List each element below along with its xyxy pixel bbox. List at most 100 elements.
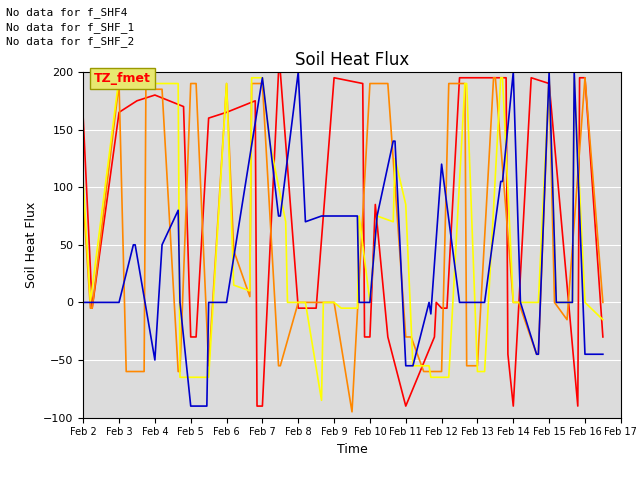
SHF2 (79, 196, 87, 202)
SHF5 (425, 300, 433, 305)
SHF2 (492, 75, 499, 81)
SHF1 (294, 305, 302, 311)
SHF3 (115, 75, 123, 81)
SHF1 (361, 334, 369, 340)
SHF1 (253, 403, 261, 409)
SHF2 (276, 363, 284, 369)
SHF5 (176, 300, 184, 305)
SHF3 (158, 81, 166, 86)
SHF5 (259, 75, 266, 81)
SHF1 (276, 69, 284, 75)
SHF1 (88, 305, 96, 311)
SHF2 (223, 81, 230, 86)
SHF5 (497, 179, 504, 184)
SHF2 (187, 81, 195, 86)
SHF5 (353, 213, 361, 219)
SHF1 (252, 98, 259, 104)
SHF1 (431, 334, 438, 340)
SHF2 (312, 300, 320, 305)
SHF5 (79, 300, 87, 305)
SHF2 (176, 369, 184, 374)
SHF3 (79, 179, 87, 184)
X-axis label: Time: Time (337, 443, 367, 456)
SHF2 (330, 300, 338, 305)
SHF5 (319, 213, 327, 219)
SHF2 (294, 300, 302, 305)
SHF1 (79, 115, 87, 121)
SHF5 (223, 300, 230, 305)
SHF3 (317, 397, 325, 403)
SHF2 (545, 75, 553, 81)
SHF2 (463, 363, 470, 369)
SHF1 (359, 81, 367, 86)
SHF5 (516, 300, 524, 305)
Y-axis label: Soil Heat Flux: Soil Heat Flux (24, 202, 38, 288)
SHF2 (532, 351, 540, 357)
SHF2 (563, 317, 571, 323)
SHF1 (259, 403, 266, 409)
SHF5 (599, 351, 607, 357)
SHF5 (317, 213, 325, 219)
SHF2 (151, 86, 159, 92)
SHF3 (427, 374, 435, 380)
SHF2 (259, 81, 266, 86)
SHF5 (481, 300, 488, 305)
Line: SHF1: SHF1 (83, 72, 603, 406)
SHF5 (532, 351, 540, 357)
SHF5 (115, 300, 123, 305)
SHF3 (599, 317, 607, 323)
SHF2 (158, 86, 166, 92)
SHF1 (509, 403, 517, 409)
SHF5 (151, 357, 159, 363)
SHF2 (86, 305, 94, 311)
SHF5 (355, 300, 363, 305)
SHF1 (581, 75, 589, 81)
SHF5 (275, 213, 282, 219)
SHF2 (384, 81, 392, 86)
SHF5 (366, 300, 374, 305)
SHF5 (205, 300, 212, 305)
SHF1 (402, 403, 410, 409)
SHF1 (456, 75, 463, 81)
SHF1 (371, 202, 379, 207)
SHF5 (474, 300, 481, 305)
SHF1 (384, 334, 392, 340)
Text: No data for f_SHF4: No data for f_SHF4 (6, 7, 128, 18)
SHF5 (552, 300, 560, 305)
SHF2 (140, 369, 148, 374)
SHF2 (461, 81, 468, 86)
SHF5 (174, 207, 182, 213)
SHF5 (409, 363, 417, 369)
SHF2 (474, 363, 481, 369)
SHF2 (599, 300, 607, 305)
SHF3 (366, 300, 374, 305)
SHF2 (420, 369, 428, 374)
SHF2 (581, 75, 589, 81)
SHF2 (88, 305, 96, 311)
SHF1 (545, 81, 553, 86)
SHF1 (151, 92, 159, 98)
SHF1 (599, 334, 607, 340)
Line: SHF2: SHF2 (83, 78, 603, 412)
SHF1 (275, 69, 282, 75)
SHF1 (133, 98, 141, 104)
SHF5 (276, 213, 284, 219)
SHF2 (122, 369, 130, 374)
SHF3 (301, 300, 309, 305)
Title: Soil Heat Flux: Soil Heat Flux (295, 51, 409, 69)
SHF1 (443, 305, 451, 311)
SHF2 (515, 300, 522, 305)
SHF5 (570, 69, 578, 75)
SHF2 (534, 351, 542, 357)
Line: SHF5: SHF5 (83, 72, 603, 406)
SHF2 (230, 248, 237, 253)
SHF2 (407, 334, 415, 340)
SHF2 (310, 300, 318, 305)
SHF1 (433, 300, 440, 305)
SHF5 (187, 403, 195, 409)
SHF1 (474, 75, 481, 81)
SHF1 (192, 334, 200, 340)
SHF2 (205, 363, 212, 369)
SHF1 (330, 75, 338, 81)
SHF1 (502, 75, 510, 81)
